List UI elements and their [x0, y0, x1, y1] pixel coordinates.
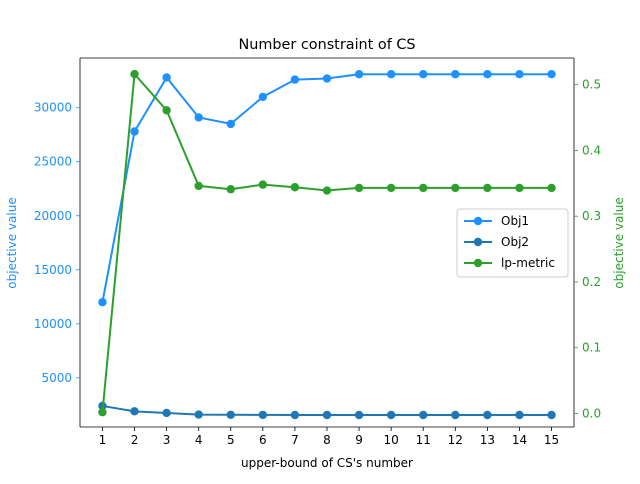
data-point	[354, 410, 364, 420]
data-point	[226, 410, 235, 419]
legend-label: lp-metric	[501, 256, 555, 270]
data-point	[547, 70, 556, 79]
legend-label: Obj1	[501, 214, 529, 228]
x-tick-label: 3	[163, 433, 171, 447]
data-point	[515, 70, 524, 79]
y-tick-label-left: 30000	[34, 101, 72, 115]
x-tick-label: 15	[544, 433, 559, 447]
data-point	[258, 92, 268, 102]
data-point	[322, 74, 332, 83]
data-point	[290, 75, 300, 84]
y-tick-label-left: 20000	[34, 209, 72, 223]
y-tick-label-left: 25000	[34, 155, 72, 169]
data-point	[290, 410, 300, 420]
x-tick-label: 12	[448, 433, 463, 447]
data-point	[258, 410, 268, 420]
x-tick-label: 6	[259, 433, 267, 447]
y-axis-label-left: objective value	[5, 197, 19, 288]
data-point	[194, 113, 203, 122]
data-point	[515, 410, 524, 420]
x-axis: 1 2 3 4 5 6 7 8 9 10 11 12 13 14 15	[80, 426, 574, 447]
data-point	[354, 70, 364, 79]
data-point	[547, 183, 556, 193]
legend-swatch-marker	[473, 216, 483, 226]
y-tick-label-right: 0.5	[582, 78, 601, 92]
y-tick-label-right: 0.4	[582, 143, 601, 157]
legend-swatch-marker	[473, 237, 483, 247]
data-point	[98, 408, 107, 417]
data-point	[322, 410, 332, 420]
data-point	[162, 73, 171, 82]
y-axis-right: 0.0 0.1 0.2 0.3 0.4 0.5	[573, 58, 601, 427]
y-tick-label-right: 0.0	[582, 407, 601, 421]
legend: Obj1 Obj2 lp-metric	[456, 208, 569, 278]
data-point	[419, 70, 428, 79]
data-point	[98, 298, 107, 307]
data-point	[483, 410, 492, 420]
y-tick-label-right: 0.1	[582, 341, 601, 355]
data-point	[322, 186, 332, 195]
data-point	[130, 69, 139, 79]
y-axis-label-right: objective value	[612, 197, 626, 288]
data-point	[130, 127, 139, 136]
x-tick-label: 7	[291, 433, 299, 447]
data-point	[547, 410, 556, 420]
data-point	[354, 183, 364, 193]
y-tick-label-left: 15000	[34, 263, 72, 277]
chart-title: Number constraint of CS	[238, 37, 415, 53]
data-point	[226, 119, 235, 129]
y-tick-label-left: 10000	[34, 317, 72, 331]
x-axis-label: upper-bound of CS's number	[241, 456, 413, 470]
y-tick-label-right: 0.3	[582, 209, 601, 223]
data-point	[451, 410, 460, 420]
data-point	[451, 183, 460, 193]
data-point	[386, 183, 396, 193]
data-point	[194, 410, 203, 419]
y-axis-left: 5000 10000 15000 20000 25000 30000	[34, 58, 81, 427]
data-point	[130, 407, 139, 416]
data-point	[419, 183, 428, 193]
data-point	[483, 183, 492, 193]
x-tick-label: 1	[99, 433, 107, 447]
data-point	[386, 410, 396, 420]
x-tick-label: 8	[323, 433, 331, 447]
legend-box	[456, 208, 569, 278]
plot-area	[80, 57, 574, 420]
x-tick-label: 9	[355, 433, 363, 447]
data-point	[162, 106, 171, 115]
data-point	[386, 70, 396, 79]
legend-swatch-marker	[473, 258, 483, 268]
data-point	[194, 181, 203, 191]
y-tick-label-right: 0.2	[582, 275, 601, 289]
data-point	[162, 408, 171, 418]
data-point	[451, 70, 460, 79]
data-point	[515, 183, 524, 193]
data-point	[419, 410, 428, 420]
x-tick-label: 11	[416, 433, 431, 447]
data-point	[483, 70, 492, 79]
y-tick-label-left: 5000	[41, 371, 72, 385]
data-point	[226, 185, 235, 194]
x-tick-label: 14	[512, 433, 527, 447]
legend-label: Obj2	[501, 235, 529, 249]
x-tick-label: 5	[227, 433, 235, 447]
x-tick-label: 10	[384, 433, 399, 447]
data-point	[290, 183, 300, 192]
data-point	[258, 180, 268, 189]
x-tick-label: 2	[131, 433, 139, 447]
x-tick-label: 13	[480, 433, 495, 447]
x-tick-label: 4	[195, 433, 203, 447]
